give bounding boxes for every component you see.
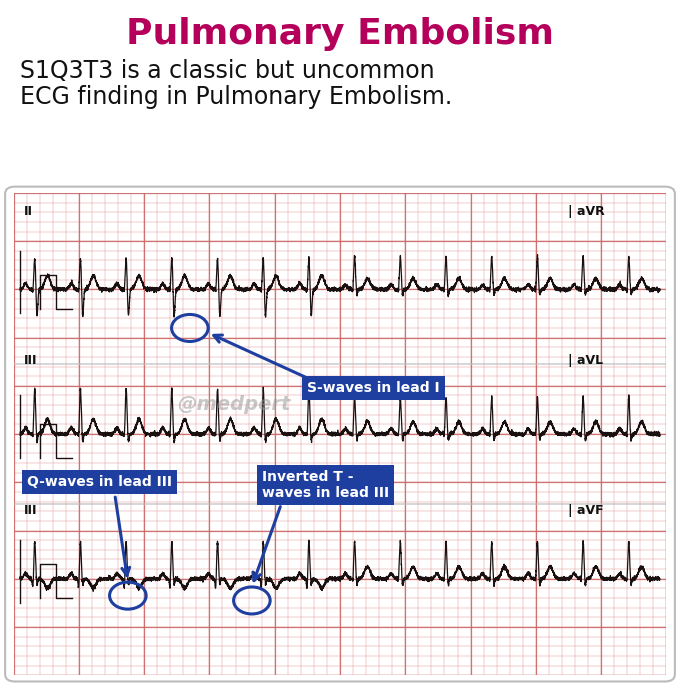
Text: Q-waves in lead III: Q-waves in lead III [27,475,171,489]
Text: Inverted T -
waves in lead III: Inverted T - waves in lead III [262,470,389,500]
Text: | aVR: | aVR [568,205,605,218]
Text: ECG finding in Pulmonary Embolism.: ECG finding in Pulmonary Embolism. [20,85,453,109]
Text: S-waves in lead I: S-waves in lead I [307,381,440,395]
Text: | aVF: | aVF [568,504,604,517]
Text: III: III [23,354,37,367]
Text: @medpert: @medpert [177,395,290,414]
Text: II: II [23,205,33,218]
Text: | aVL: | aVL [568,354,604,367]
Text: Pulmonary Embolism: Pulmonary Embolism [126,17,554,51]
Text: III: III [23,504,37,517]
Text: S1Q3T3 is a classic but uncommon: S1Q3T3 is a classic but uncommon [20,59,435,83]
